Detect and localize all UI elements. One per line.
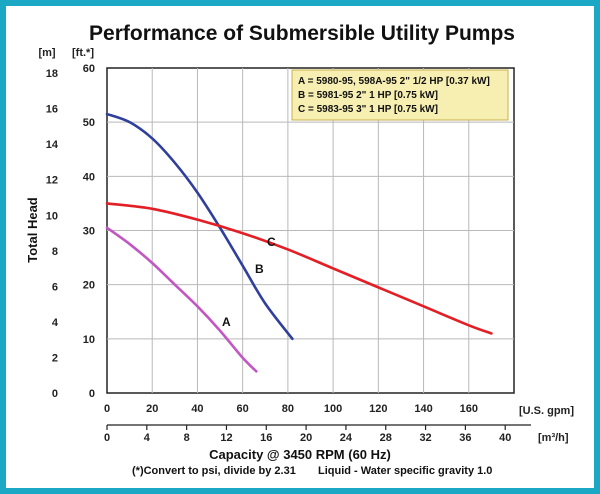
gpm-tick-label: 160 bbox=[460, 403, 478, 415]
m3h-tick-label: 4 bbox=[144, 432, 151, 444]
m3h-tick-label: 36 bbox=[459, 432, 471, 444]
m-tick-label: 6 bbox=[52, 281, 58, 293]
m3h-tick-label: 40 bbox=[499, 432, 511, 444]
m3h-axis-ticks: 0 4 8 12 16 20 24 28 32 36 40 bbox=[104, 425, 511, 444]
legend-entry-a: A = 5980-95, 598A-95 2" 1/2 HP [0.37 kW] bbox=[298, 76, 490, 87]
gpm-tick-label: 80 bbox=[282, 403, 294, 415]
legend-box bbox=[291, 69, 509, 121]
ft-tick-label: 30 bbox=[83, 226, 95, 238]
gpm-tick-label: 120 bbox=[369, 403, 387, 415]
psi-conversion-note: (*)Convert to psi, divide by 2.31 bbox=[132, 465, 296, 477]
m-tick-label: 14 bbox=[46, 139, 59, 151]
series-line-c bbox=[105, 202, 493, 335]
m-tick-label: 16 bbox=[46, 104, 58, 116]
gpm-tick-label: 40 bbox=[191, 403, 203, 415]
m3h-tick-label: 8 bbox=[184, 432, 190, 444]
m-tick-label: 10 bbox=[46, 210, 58, 222]
gpm-tick-label: 60 bbox=[237, 403, 249, 415]
x-unit-gpm: [U.S. gpm] bbox=[519, 405, 574, 417]
m3h-tick-label: 0 bbox=[104, 432, 110, 444]
x-unit-m3h: [m³/h] bbox=[538, 432, 569, 444]
tick-labels: 0 10 20 30 40 50 60 0 2 4 6 8 10 12 14 16 18 0 20 40 60 80 100… bbox=[46, 63, 478, 415]
y-unit-m: [m] bbox=[38, 47, 55, 59]
m-tick-label: 2 bbox=[52, 352, 58, 364]
m-tick-label: 4 bbox=[52, 317, 59, 329]
ft-tick-label: 0 bbox=[89, 388, 95, 400]
m3h-tick-label: 12 bbox=[220, 432, 232, 444]
ft-tick-label: 60 bbox=[83, 63, 95, 75]
gpm-tick-label: 140 bbox=[414, 403, 432, 415]
liquid-note: Liquid - Water specific gravity 1.0 bbox=[318, 465, 492, 477]
m3h-tick-label: 32 bbox=[419, 432, 431, 444]
legend: A = 5980-95, 598A-95 2" 1/2 HP [0.37 kW]… bbox=[291, 69, 509, 121]
y-unit-ft: [ft.*] bbox=[72, 47, 94, 59]
gpm-tick-label: 0 bbox=[104, 403, 110, 415]
x-axis-label: Capacity @ 3450 RPM (60 Hz) bbox=[209, 447, 391, 462]
ft-tick-label: 10 bbox=[83, 334, 95, 346]
m3h-tick-label: 16 bbox=[260, 432, 272, 444]
legend-entry-c: C = 5983-95 3" 1 HP [0.75 kW] bbox=[298, 104, 438, 115]
m3h-tick-label: 20 bbox=[300, 432, 312, 444]
m3h-tick-label: 28 bbox=[380, 432, 392, 444]
y-axis-label: Total Head bbox=[25, 197, 40, 263]
gpm-tick-label: 20 bbox=[146, 403, 158, 415]
legend-entry-b: B = 5981-95 2" 1 HP [0.75 kW] bbox=[298, 90, 438, 101]
series-label-a: A bbox=[222, 315, 231, 329]
m-tick-label: 18 bbox=[46, 68, 58, 80]
ft-tick-label: 40 bbox=[83, 171, 95, 183]
m-tick-label: 8 bbox=[52, 246, 58, 258]
series-line-b bbox=[105, 112, 294, 341]
grid-lines bbox=[107, 68, 514, 393]
gpm-tick-label: 100 bbox=[324, 403, 342, 415]
chart-title: Performance of Submersible Utility Pumps bbox=[89, 22, 515, 45]
series-lines bbox=[105, 112, 493, 373]
m-tick-label: 12 bbox=[46, 175, 58, 187]
series-line-a bbox=[105, 226, 258, 373]
ft-tick-label: 50 bbox=[83, 117, 95, 129]
series-label-c: C bbox=[267, 235, 276, 249]
m3h-tick-label: 24 bbox=[340, 432, 353, 444]
ft-tick-label: 20 bbox=[83, 280, 95, 292]
m-tick-label: 0 bbox=[52, 388, 58, 400]
series-label-b: B bbox=[255, 262, 264, 276]
